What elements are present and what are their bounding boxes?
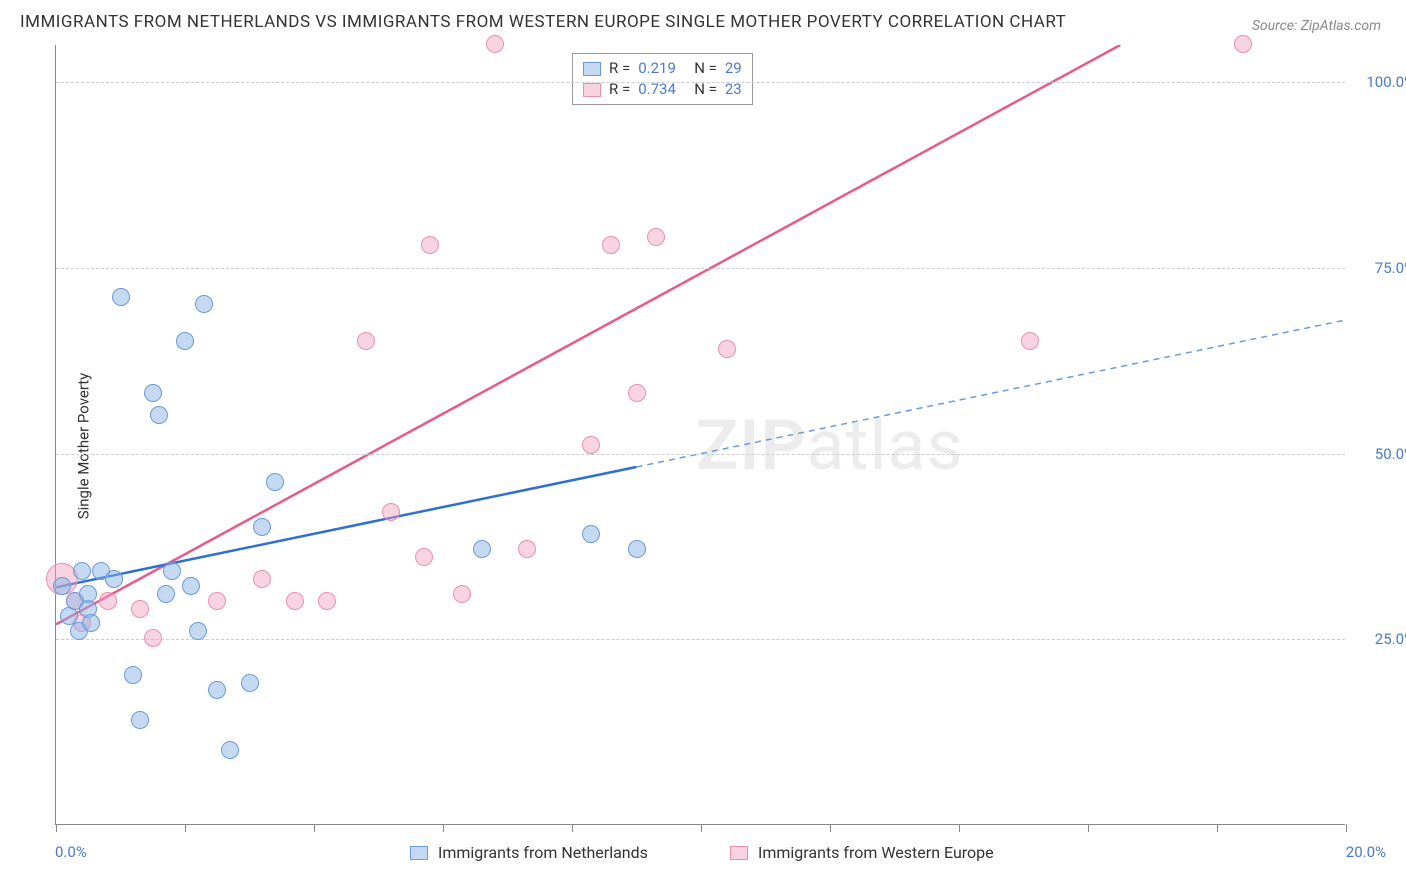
scatter-point — [486, 35, 504, 53]
watermark-rest: atlas — [806, 405, 963, 487]
gridline — [56, 268, 1345, 269]
scatter-point — [518, 540, 536, 558]
legend-item: Immigrants from Western Europe — [730, 843, 994, 862]
scatter-point — [718, 340, 736, 358]
scatter-point — [208, 592, 226, 610]
x-tick — [1346, 824, 1347, 832]
legend-item: Immigrants from Netherlands — [410, 843, 648, 862]
source-label: Source: ZipAtlas.com — [1252, 18, 1381, 34]
x-tick-label: 20.0% — [1346, 843, 1386, 861]
x-tick — [830, 824, 831, 832]
scatter-point — [112, 288, 130, 306]
x-tick — [56, 824, 57, 832]
chart-title: IMMIGRANTS FROM NETHERLANDS VS IMMIGRANT… — [20, 12, 1066, 32]
scatter-point — [131, 600, 149, 618]
scatter-point — [157, 585, 175, 603]
scatter-point — [144, 384, 162, 402]
scatter-point — [453, 585, 471, 603]
scatter-point — [582, 525, 600, 543]
y-tick-label: 50.0% — [1355, 445, 1406, 463]
y-tick-label: 25.0% — [1355, 630, 1406, 648]
scatter-point — [150, 406, 168, 424]
watermark-bold: ZIP — [696, 405, 806, 487]
scatter-point — [144, 629, 162, 647]
legend-n-label: N = — [694, 58, 717, 79]
chart-container: IMMIGRANTS FROM NETHERLANDS VS IMMIGRANT… — [0, 0, 1406, 892]
legend-n-value: 29 — [725, 58, 742, 79]
scatter-point — [176, 332, 194, 350]
plot-area: ZIPatlas R =0.219N =29R =0.734N =23 25.0… — [55, 45, 1345, 825]
scatter-point — [473, 540, 491, 558]
x-tick — [185, 824, 186, 832]
scatter-point — [105, 570, 123, 588]
x-tick — [1217, 824, 1218, 832]
scatter-point — [628, 540, 646, 558]
legend-r-value: 0.219 — [638, 58, 686, 79]
scatter-point — [415, 548, 433, 566]
scatter-point — [628, 384, 646, 402]
legend-swatch — [583, 62, 601, 76]
scatter-point — [124, 666, 142, 684]
x-tick — [701, 824, 702, 832]
scatter-point — [582, 436, 600, 454]
y-tick-label: 75.0% — [1355, 259, 1406, 277]
scatter-point — [357, 332, 375, 350]
scatter-point — [131, 711, 149, 729]
gridline — [56, 639, 1345, 640]
gridline — [56, 454, 1345, 455]
x-tick — [443, 824, 444, 832]
x-tick — [314, 824, 315, 832]
scatter-point — [163, 562, 181, 580]
scatter-point — [73, 562, 91, 580]
scatter-point — [266, 473, 284, 491]
scatter-point — [421, 236, 439, 254]
scatter-point — [195, 295, 213, 313]
trend-lines — [56, 45, 1346, 825]
scatter-point — [286, 592, 304, 610]
scatter-point — [241, 674, 259, 692]
legend-label: Immigrants from Western Europe — [758, 843, 994, 862]
scatter-point — [99, 592, 117, 610]
scatter-point — [253, 518, 271, 536]
legend-swatch — [410, 846, 428, 860]
legend-r-label: R = — [609, 58, 630, 79]
scatter-point — [647, 228, 665, 246]
x-tick — [959, 824, 960, 832]
x-tick-label: 0.0% — [55, 843, 87, 861]
legend-correlation: R =0.219N =29R =0.734N =23 — [572, 53, 753, 105]
legend-label: Immigrants from Netherlands — [438, 843, 648, 862]
scatter-point — [79, 585, 97, 603]
scatter-point — [382, 503, 400, 521]
legend-row: R = 0.219 N = 29 — [583, 58, 742, 79]
scatter-point — [208, 681, 226, 699]
x-tick — [572, 824, 573, 832]
scatter-point — [1021, 332, 1039, 350]
gridline — [56, 82, 1345, 83]
y-tick-label: 100.0% — [1355, 73, 1406, 91]
scatter-point — [221, 741, 239, 759]
scatter-point — [253, 570, 271, 588]
legend-swatch — [730, 846, 748, 860]
scatter-point — [53, 577, 71, 595]
scatter-point — [189, 622, 207, 640]
x-tick — [1088, 824, 1089, 832]
scatter-point — [82, 614, 100, 632]
scatter-point — [602, 236, 620, 254]
legend-swatch — [583, 83, 601, 97]
scatter-point — [318, 592, 336, 610]
scatter-point — [1234, 35, 1252, 53]
scatter-point — [182, 577, 200, 595]
watermark: ZIPatlas — [696, 405, 964, 487]
